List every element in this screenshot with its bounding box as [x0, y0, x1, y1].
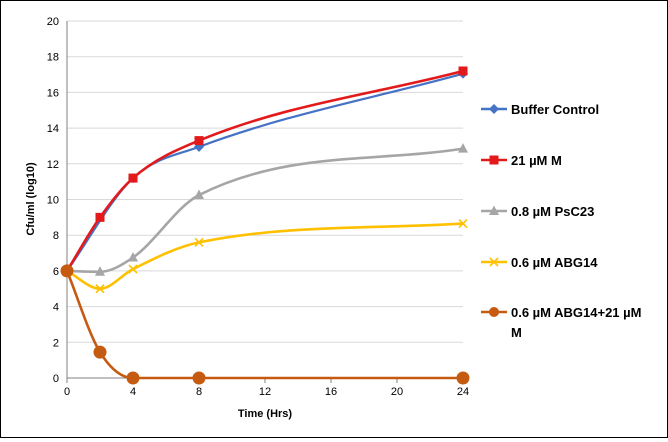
legend-item: Buffer Control [481, 102, 599, 117]
data-point-stroke [194, 237, 204, 247]
data-point [194, 136, 204, 146]
data-point [60, 264, 74, 278]
legend-label: Buffer Control [511, 102, 599, 117]
data-point [95, 212, 105, 222]
legend-swatch-marker [489, 307, 499, 317]
data-point-stroke [128, 264, 138, 274]
data-point [458, 66, 468, 76]
y-tick-label: 0 [53, 373, 59, 385]
data-point [95, 266, 105, 276]
legend-swatch-marker [489, 155, 499, 165]
series-4 [60, 264, 470, 385]
legend: Buffer Control 21 µM M 0.8 µM PsC23 0.6 µM … [481, 102, 641, 340]
gridlines [67, 20, 463, 343]
y-tick-label: 4 [53, 302, 59, 314]
y-tick-label: 20 [47, 16, 59, 28]
y-tick-label: 18 [47, 52, 59, 64]
data-point [126, 371, 140, 385]
legend-label: M [511, 325, 522, 340]
y-tick-label: 12 [47, 159, 59, 171]
series-group [60, 66, 470, 385]
data-point [128, 173, 138, 183]
legend-item: 21 µM M [481, 153, 562, 168]
legend-swatch-marker [489, 104, 499, 114]
x-tick-label: 20 [391, 386, 403, 398]
x-tick-label: 8 [196, 386, 202, 398]
legend-swatch-marker [489, 257, 499, 267]
data-point [95, 284, 105, 294]
series-line [66, 222, 464, 291]
y-tick-label: 10 [47, 195, 59, 207]
data-point [128, 264, 138, 274]
x-tick-label: 0 [64, 386, 70, 398]
series-2 [62, 143, 468, 276]
data-point [456, 371, 470, 385]
y-tick-label: 2 [53, 337, 59, 349]
legend-label: 0.6 µM ABG14 [511, 255, 598, 270]
y-axis-title: Cfu/ml (log10) [25, 162, 37, 236]
data-point-stroke [95, 284, 105, 294]
legend-item: 0.8 µM PsC23 [481, 204, 594, 219]
legend-swatch-marker-stroke [489, 257, 499, 267]
data-point [128, 252, 138, 262]
y-tick-label: 6 [53, 266, 59, 278]
series-3 [62, 219, 468, 294]
data-point [93, 345, 107, 359]
x-tick-label: 24 [457, 386, 469, 398]
data-point [194, 189, 204, 200]
x-tick-label: 12 [259, 386, 271, 398]
data-point-stroke [458, 219, 468, 229]
data-point [194, 237, 204, 247]
x-tick-label: 4 [130, 386, 136, 398]
data-point [192, 371, 206, 385]
legend-swatch-marker [489, 205, 499, 215]
x-tick-label: 16 [325, 386, 337, 398]
x-axis-title: Time (Hrs) [238, 408, 293, 420]
y-tick-label: 14 [47, 123, 59, 135]
legend-label: 0.6 µM ABG14+21 µM [511, 305, 641, 320]
y-tick-label: 16 [47, 87, 59, 99]
legend-item: 0.6 µM ABG14+21 µM M [481, 305, 641, 340]
y-tick-label: 8 [53, 230, 59, 242]
series-line [65, 270, 463, 380]
data-point [458, 143, 468, 153]
legend-item: 0.6 µM ABG14 [481, 255, 598, 270]
series-line [66, 147, 464, 274]
legend-label: 0.8 µM PsC23 [511, 204, 594, 219]
legend-label: 21 µM M [511, 153, 562, 168]
data-point [458, 219, 468, 229]
